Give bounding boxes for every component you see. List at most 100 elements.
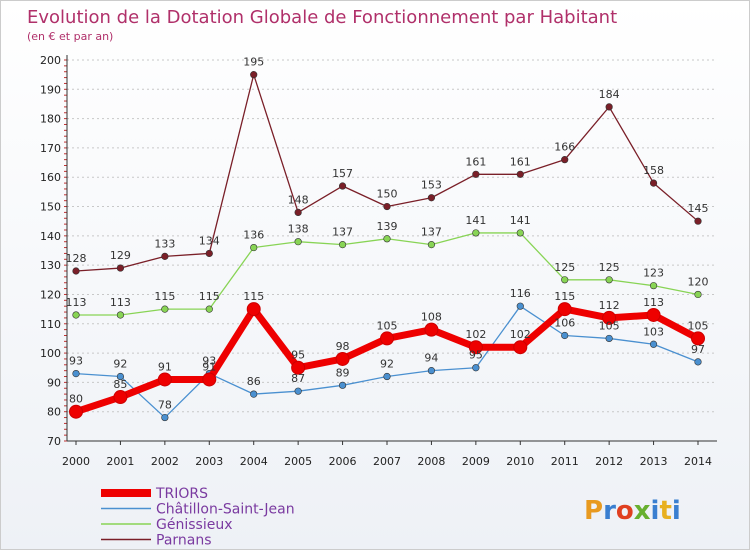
y-tick-label: 120 xyxy=(40,288,61,301)
data-label: 138 xyxy=(288,223,309,236)
data-label: 103 xyxy=(643,325,664,338)
y-tick-label: 130 xyxy=(40,259,61,272)
data-point xyxy=(472,170,480,178)
data-label: 133 xyxy=(154,237,175,250)
data-point xyxy=(380,331,394,346)
data-point xyxy=(335,351,350,366)
data-point xyxy=(202,372,217,387)
series-lines xyxy=(69,71,705,422)
data-label: 157 xyxy=(332,167,353,180)
data-label: 93 xyxy=(202,355,216,368)
data-point xyxy=(161,305,169,313)
series-triors xyxy=(69,302,705,419)
series-g-nissieux xyxy=(72,229,702,319)
data-point xyxy=(250,243,258,252)
data-label: 153 xyxy=(421,179,442,192)
legend-label: Parnans xyxy=(156,533,212,549)
x-tick-label: 2011 xyxy=(551,455,579,468)
data-point xyxy=(602,310,617,325)
data-point xyxy=(424,322,439,337)
data-label: 161 xyxy=(465,155,486,168)
x-tick-label: 2009 xyxy=(462,455,490,468)
data-label: 92 xyxy=(113,358,127,371)
x-tick-label: 2010 xyxy=(506,455,534,468)
data-label: 113 xyxy=(110,296,131,309)
data-point xyxy=(338,182,347,190)
x-tick-label: 2007 xyxy=(373,455,401,468)
x-tick-label: 2004 xyxy=(240,455,268,468)
data-label: 125 xyxy=(599,261,620,274)
data-point xyxy=(516,170,524,178)
data-point xyxy=(72,311,80,319)
x-tick-label: 2013 xyxy=(640,455,668,468)
x-tick-label: 2008 xyxy=(417,455,445,468)
data-label: 78 xyxy=(158,399,172,412)
x-tick-label: 2003 xyxy=(195,455,223,468)
data-label: 89 xyxy=(336,366,350,379)
y-tick-label: 150 xyxy=(40,201,61,214)
y-tick-label: 170 xyxy=(40,142,61,155)
y-tick-label: 180 xyxy=(40,113,61,126)
data-label: 134 xyxy=(199,234,220,247)
data-point xyxy=(694,217,702,225)
series-parnans xyxy=(72,71,702,275)
x-tick-label: 2005 xyxy=(284,455,312,468)
data-label: 95 xyxy=(469,349,483,362)
data-point xyxy=(113,390,128,405)
data-point xyxy=(338,381,347,389)
proxiti-logo: Proxiti xyxy=(584,496,681,526)
data-label: 184 xyxy=(599,88,620,101)
data-label: 150 xyxy=(377,188,398,201)
data-point xyxy=(472,364,480,372)
data-point xyxy=(161,413,169,422)
data-label: 158 xyxy=(643,164,664,177)
data-point xyxy=(427,367,436,375)
data-point xyxy=(513,340,528,355)
data-label: 86 xyxy=(247,375,261,388)
data-label: 102 xyxy=(465,328,486,341)
data-label: 112 xyxy=(599,299,620,312)
data-label: 115 xyxy=(243,290,264,303)
data-label: 115 xyxy=(154,290,175,303)
data-point xyxy=(116,311,125,319)
data-label: 120 xyxy=(688,275,709,288)
x-tick-label: 2006 xyxy=(329,455,357,468)
chart-title: Evolution de la Dotation Globale de Fonc… xyxy=(27,7,617,28)
data-label: 141 xyxy=(465,214,486,227)
y-tick-label: 200 xyxy=(40,54,61,67)
data-label: 94 xyxy=(424,352,438,365)
x-tick-label: 2014 xyxy=(684,455,712,468)
data-point xyxy=(294,238,302,246)
data-label: 105 xyxy=(688,319,709,332)
data-point xyxy=(338,241,347,249)
x-tick-label: 2002 xyxy=(151,455,179,468)
data-label: 108 xyxy=(421,311,442,324)
data-point xyxy=(205,305,213,313)
data-point xyxy=(157,372,172,387)
series-ch-tillon-saint-jean xyxy=(72,302,702,422)
data-label: 166 xyxy=(554,141,575,154)
data-point xyxy=(161,252,169,260)
data-point xyxy=(646,307,661,322)
legend-label: TRIORS xyxy=(155,486,208,502)
legend-label: Châtillon-Saint-Jean xyxy=(156,502,295,518)
x-tick-label: 2001 xyxy=(106,455,134,468)
legend: TRIORSChâtillon-Saint-JeanGénissieuxParn… xyxy=(101,486,295,549)
data-point xyxy=(694,358,702,366)
data-label: 92 xyxy=(380,358,394,371)
y-tick-label: 140 xyxy=(40,230,61,243)
data-label: 145 xyxy=(688,202,709,215)
data-point xyxy=(72,267,80,275)
data-label: 137 xyxy=(332,226,353,239)
data-point xyxy=(649,340,658,348)
y-tick-label: 160 xyxy=(40,171,61,184)
data-label: 113 xyxy=(66,296,87,309)
data-label: 139 xyxy=(377,220,398,233)
data-label: 115 xyxy=(554,290,575,303)
data-label: 102 xyxy=(510,328,531,341)
y-tick-label: 100 xyxy=(40,347,61,360)
data-point xyxy=(427,194,436,202)
data-label: 98 xyxy=(336,340,350,353)
